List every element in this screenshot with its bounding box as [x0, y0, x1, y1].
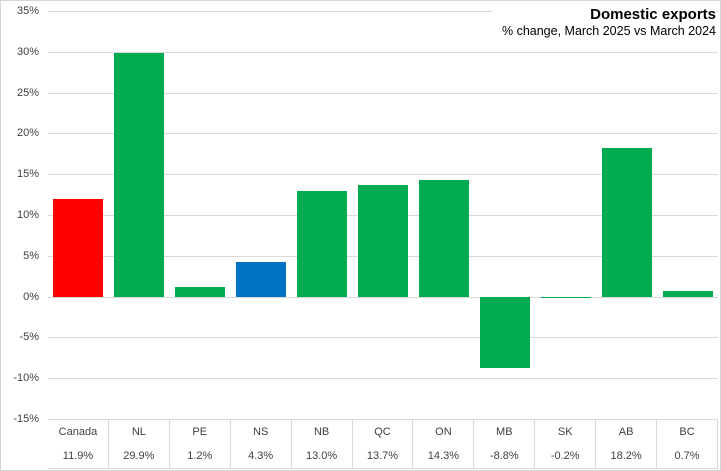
- y-tick-label: 0%: [23, 291, 39, 303]
- data-table: Canada 11.9% NL 29.9% PE 1.2% NS 4.3% NB 13.0% QC 1…: [48, 419, 718, 469]
- value-label: 29.9%: [123, 450, 155, 462]
- value-label: -0.2%: [550, 450, 580, 462]
- category-label: AB: [618, 426, 634, 438]
- table-column-sk: SK -0.2%: [535, 420, 597, 468]
- category-label: NB: [313, 426, 330, 438]
- value-label: 14.3%: [427, 450, 459, 462]
- category-label: ON: [435, 426, 452, 438]
- category-label: NS: [253, 426, 269, 438]
- bar-sk: [540, 296, 591, 299]
- gridline-30: [48, 52, 718, 53]
- category-label: MB: [496, 426, 513, 438]
- chart-subtitle: % change, March 2025 vs March 2024: [501, 24, 716, 38]
- category-label: Canada: [58, 426, 98, 438]
- table-column-bc: BC 0.7%: [657, 420, 718, 468]
- y-tick-label: -10%: [13, 372, 39, 384]
- bar-bc: [662, 290, 713, 297]
- value-label: 18.2%: [610, 450, 642, 462]
- bar-qc: [358, 184, 408, 297]
- chart-titles: Domestic exports % change, March 2025 vs…: [491, 4, 717, 42]
- gridline--5: [48, 337, 718, 338]
- y-tick-label: 35%: [16, 5, 39, 17]
- gridline-35: [48, 11, 718, 12]
- table-column-on: ON 14.3%: [413, 420, 475, 468]
- value-label: -8.8%: [489, 450, 519, 462]
- value-label: 1.2%: [187, 450, 213, 462]
- category-label: PE: [192, 426, 208, 438]
- value-label: 13.0%: [305, 450, 338, 462]
- gridline--10: [48, 378, 718, 379]
- table-column-mb: MB -8.8%: [474, 420, 536, 468]
- category-label: NL: [131, 426, 146, 438]
- value-label: 4.3%: [248, 450, 274, 462]
- gridline-0: [48, 297, 718, 298]
- y-tick-label: -15%: [13, 413, 39, 425]
- y-tick-label: 25%: [16, 87, 39, 99]
- gridline-15: [48, 174, 718, 175]
- category-label: BC: [679, 426, 695, 438]
- value-label: 13.7%: [366, 450, 399, 462]
- bar-nb: [297, 190, 348, 297]
- bar-ns: [236, 261, 287, 297]
- category-label: SK: [557, 426, 573, 438]
- table-column-pe: PE 1.2%: [170, 420, 231, 468]
- value-label: 11.9%: [62, 450, 94, 462]
- gridline-25: [48, 93, 718, 94]
- bar-pe: [175, 286, 226, 297]
- bar-nl: [114, 52, 165, 297]
- table-column-ab: AB 18.2%: [596, 420, 658, 468]
- y-tick-label: 20%: [16, 127, 39, 139]
- value-label: 0.7%: [674, 450, 700, 462]
- bar-mb: [479, 296, 530, 369]
- category-label: QC: [374, 426, 391, 438]
- table-column-nb: NB 13.0%: [292, 420, 353, 468]
- y-tick-label: 30%: [16, 46, 39, 58]
- gridline-20: [48, 133, 718, 134]
- chart-title: Domestic exports: [590, 6, 716, 23]
- bar-on: [418, 179, 469, 297]
- table-column-canada: Canada 11.9%: [48, 420, 109, 468]
- y-tick-label: 5%: [23, 250, 39, 262]
- table-column-ns: NS 4.3%: [231, 420, 292, 468]
- y-tick-label: -5%: [19, 331, 39, 343]
- bar-canada: [53, 199, 104, 297]
- bar-ab: [601, 148, 652, 297]
- table-column-qc: QC 13.7%: [353, 420, 414, 468]
- y-tick-label: 15%: [16, 168, 39, 180]
- table-column-nl: NL 29.9%: [109, 420, 170, 468]
- y-tick-label: 10%: [16, 209, 39, 221]
